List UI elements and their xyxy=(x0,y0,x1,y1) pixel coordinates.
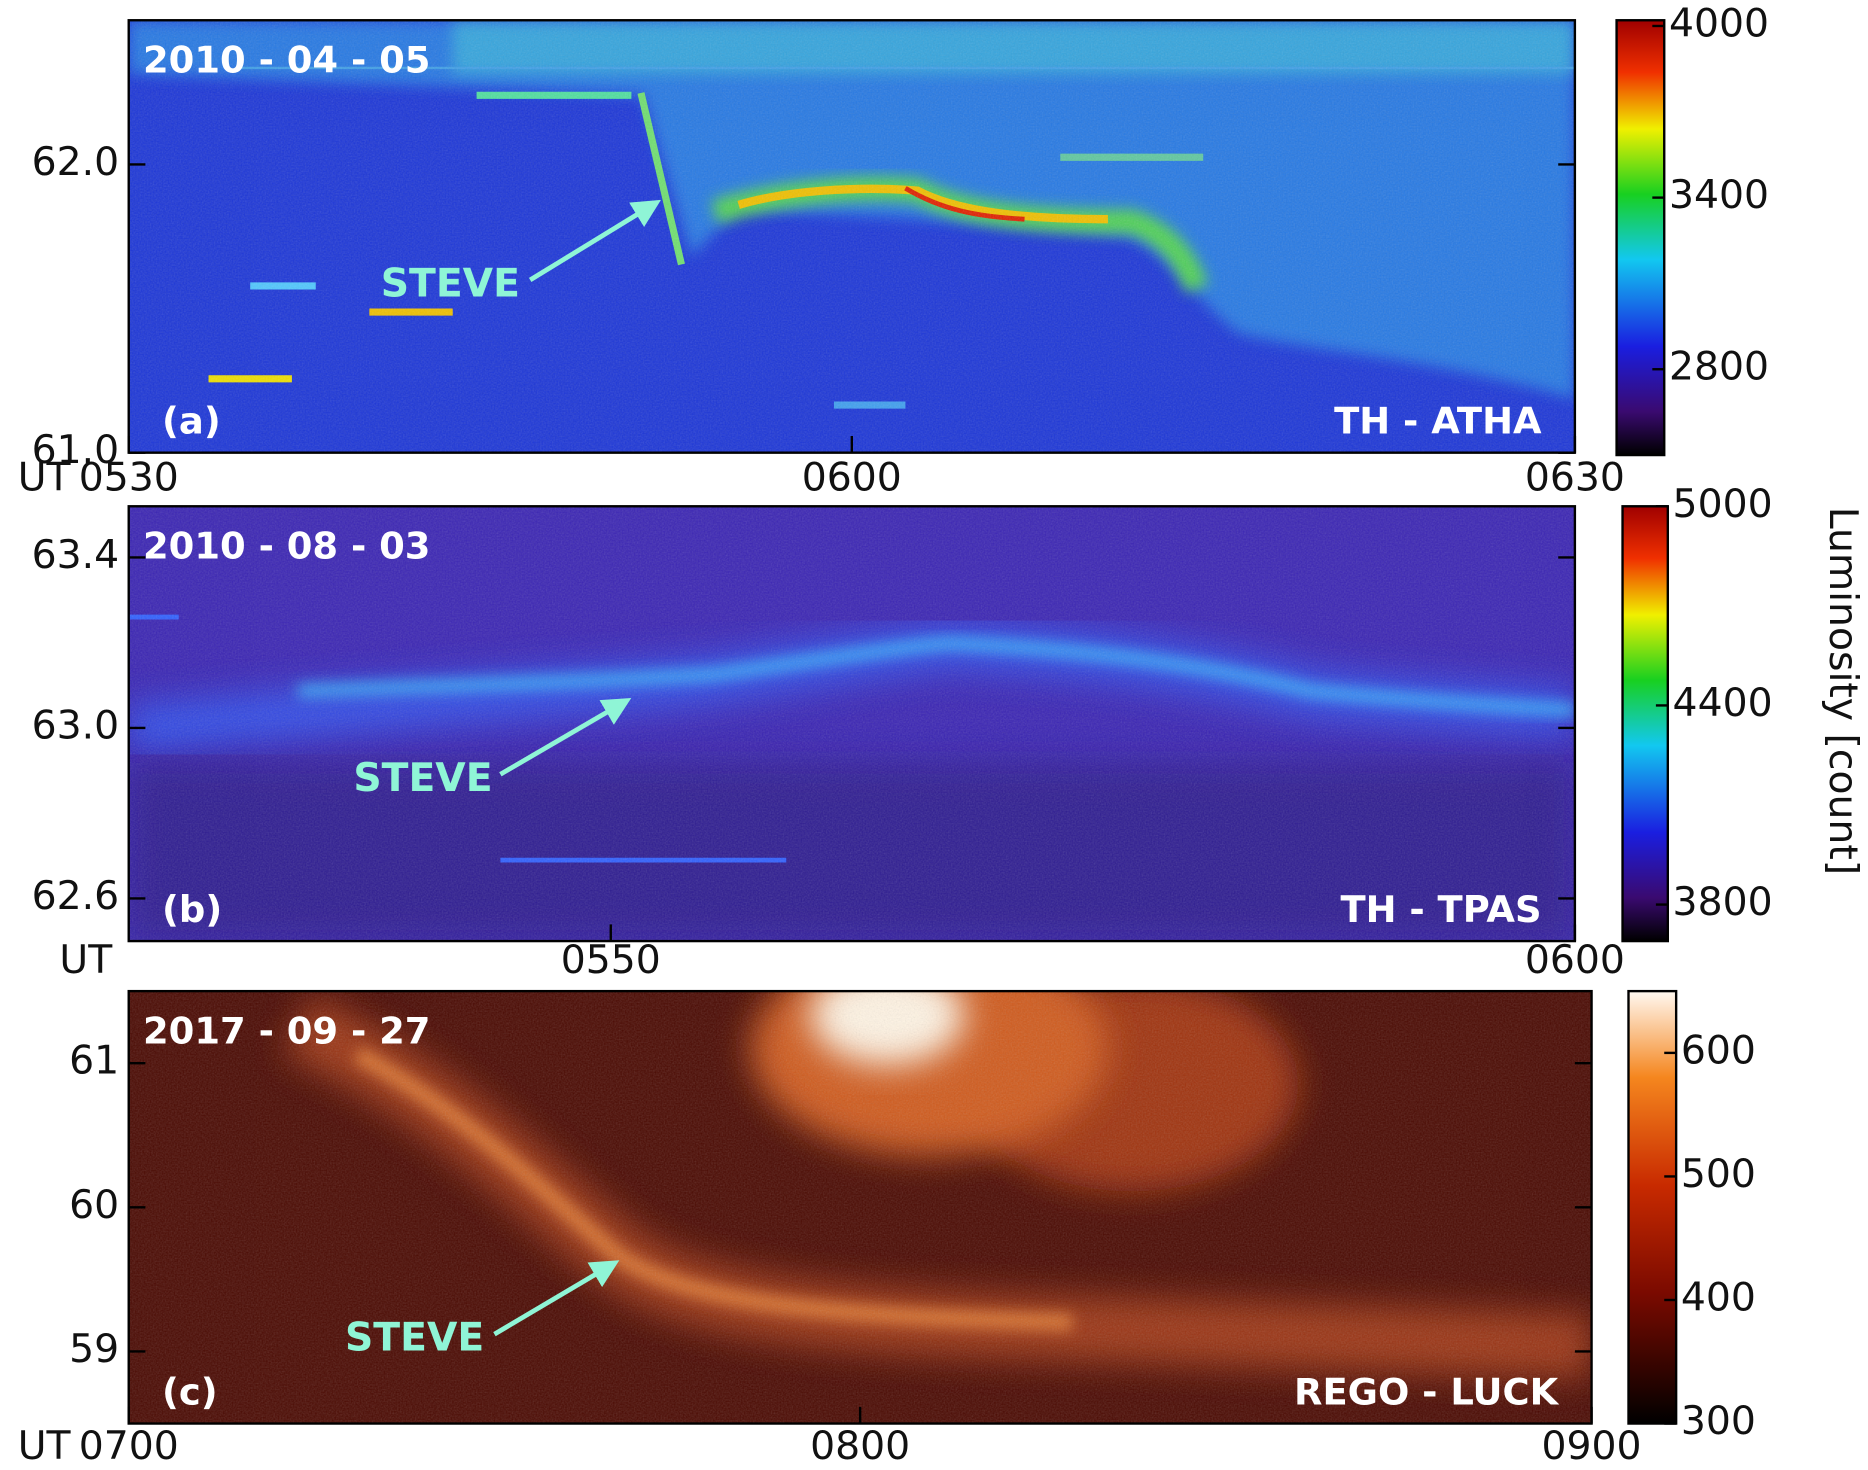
annotation: STEVE xyxy=(381,261,520,306)
colorbar-tick-label: 400 xyxy=(1681,1275,1756,1320)
x-tick-label: 0530 xyxy=(79,456,179,501)
colorbar-tick-label: 3800 xyxy=(1673,880,1773,925)
colorbar xyxy=(1621,505,1669,943)
x-tick-label: 0630 xyxy=(1525,456,1625,501)
x-tick-label: 0700 xyxy=(79,1424,179,1469)
annotation: STEVE xyxy=(345,1316,484,1361)
colorbar-tick-label: 300 xyxy=(1681,1399,1756,1444)
x-tick-label: 0900 xyxy=(1542,1424,1642,1469)
colorbar-tick-label: 4400 xyxy=(1673,681,1773,726)
y-tick-label: 60 xyxy=(69,1183,119,1228)
colorbar-tick-label: 2800 xyxy=(1669,345,1769,390)
date-label: 2010 - 04 - 05 xyxy=(143,38,430,81)
annotation: STEVE xyxy=(353,756,492,801)
panel-label: (c) xyxy=(162,1370,218,1413)
plot-frame xyxy=(127,505,1577,943)
x-axis-label: UT xyxy=(18,1424,72,1469)
x-tick-label: 0800 xyxy=(810,1424,910,1469)
y-tick-label: 63.4 xyxy=(32,533,120,578)
colorbar xyxy=(1627,989,1678,1425)
y-tick-label: 61.0 xyxy=(32,428,120,473)
y-tick-label: 62.0 xyxy=(32,140,120,185)
panel-label: (a) xyxy=(162,399,221,442)
x-axis-label: UT xyxy=(18,456,72,501)
y-tick-label: 63.0 xyxy=(32,703,120,748)
colorbar-label: Luminosity [count] xyxy=(1820,507,1865,875)
date-label: 2010 - 08 - 03 xyxy=(143,524,430,567)
colorbar-tick-label: 500 xyxy=(1681,1152,1756,1197)
y-tick-label: 61 xyxy=(69,1039,119,1084)
annotation-arrow xyxy=(493,1260,620,1337)
station-label: TH - ATHA xyxy=(1334,399,1542,442)
colorbar-tick-label: 600 xyxy=(1681,1028,1756,1073)
y-tick-label: 62.6 xyxy=(32,874,120,919)
colorbar-tick-label: 3400 xyxy=(1669,173,1769,218)
annotation-arrow xyxy=(499,698,632,777)
annotation-arrow xyxy=(528,199,661,282)
y-tick-label: 59 xyxy=(69,1327,119,1372)
colorbar-tick-label: 5000 xyxy=(1673,482,1773,527)
station-label: REGO - LUCK xyxy=(1294,1370,1560,1413)
colorbar xyxy=(1615,19,1666,457)
noise xyxy=(128,506,1575,942)
station-label: TH - TPAS xyxy=(1340,888,1541,931)
x-axis-label: UT xyxy=(59,938,113,983)
colorbar-tick-label: 4000 xyxy=(1669,1,1769,46)
noise xyxy=(128,991,1592,1424)
x-tick-label: 0600 xyxy=(802,456,902,501)
panel-label: (b) xyxy=(162,888,222,931)
x-tick-label: 0600 xyxy=(1525,938,1625,983)
noise xyxy=(128,20,1575,453)
date-label: 2017 - 09 - 27 xyxy=(143,1009,430,1052)
x-tick-label: 0550 xyxy=(561,938,661,983)
